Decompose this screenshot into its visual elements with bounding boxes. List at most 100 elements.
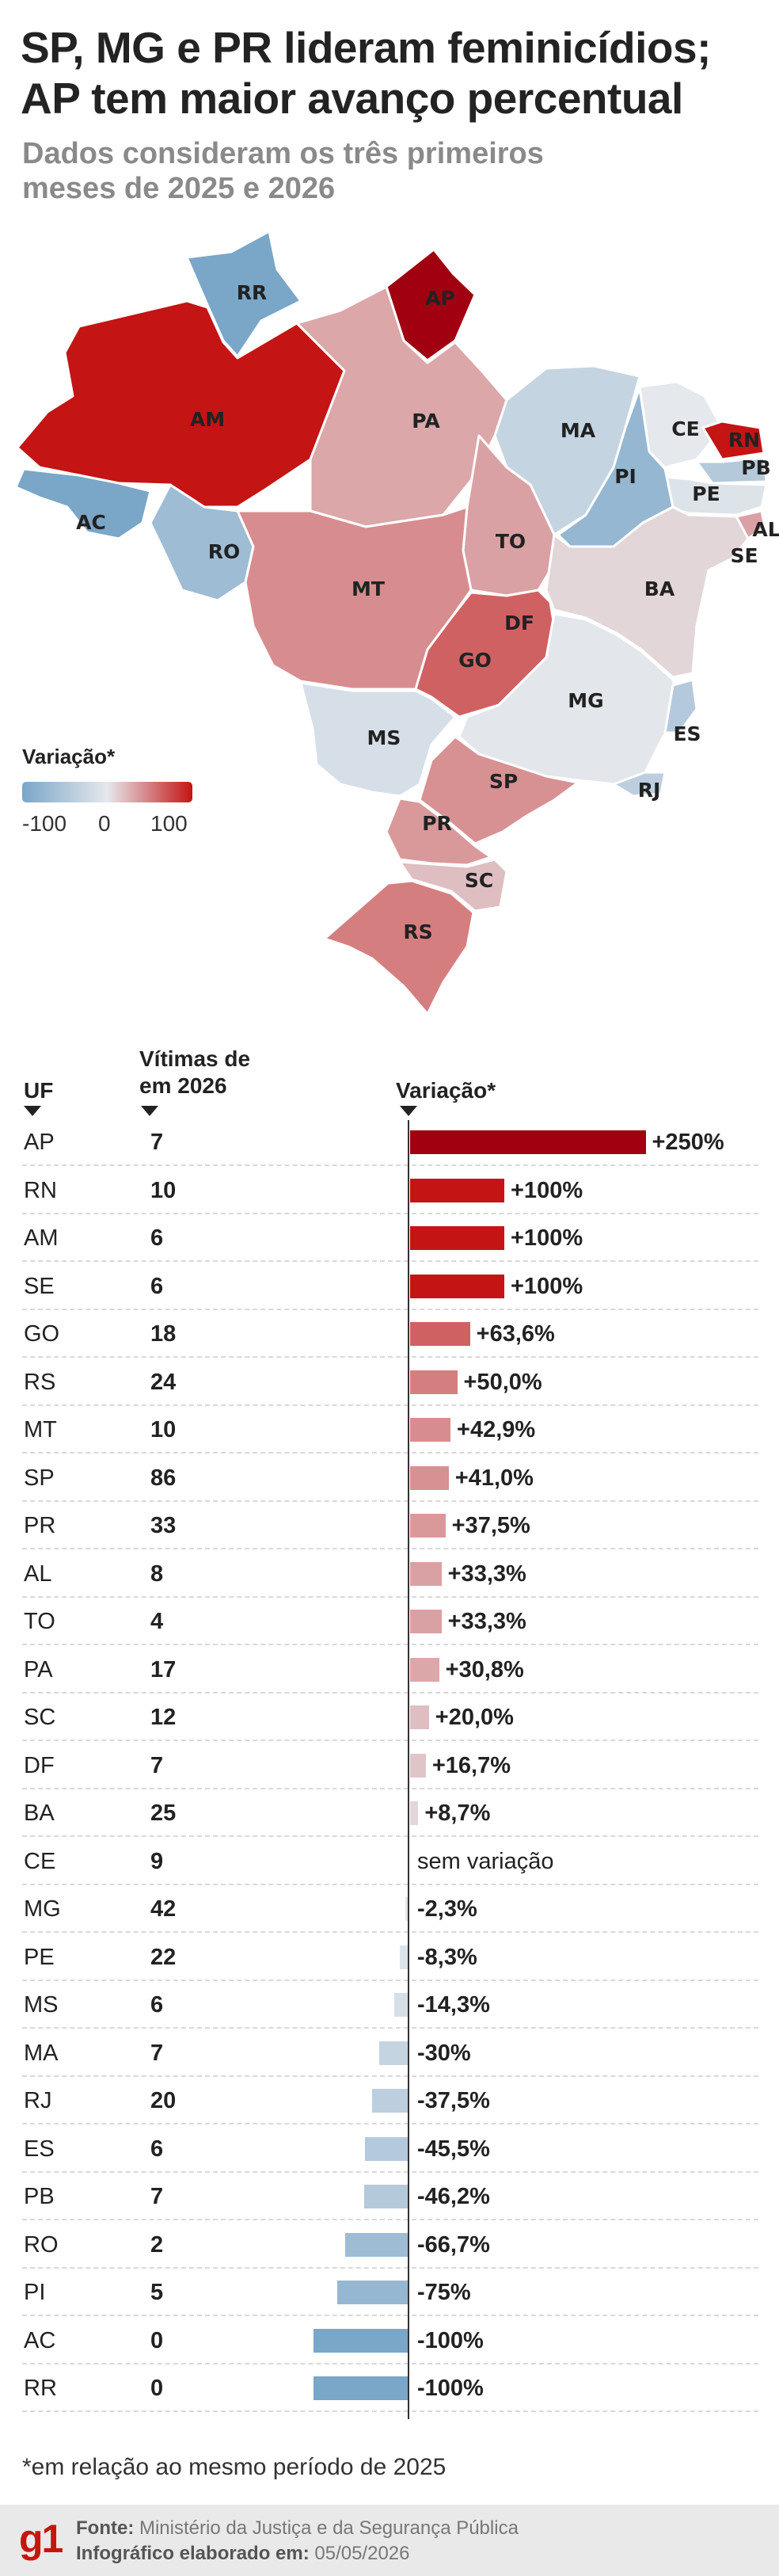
row-separator [22,1212,758,1214]
row-victims: 7 [150,2184,164,2209]
row-uf: AM [24,1225,59,1251]
state-sc [398,858,508,913]
victims-header-line-2: em 2026 [139,1073,227,1098]
row-uf: CE [24,1848,56,1874]
variation-bar [364,2136,408,2161]
table-row: DF 7 +16,7% [0,1743,779,1791]
variation-bar [379,2041,408,2065]
table-row: PB 7 -46,2% [0,2174,779,2222]
variation-bar [344,2232,408,2257]
row-uf: GO [24,1321,60,1347]
table-row: PE 22 -8,3% [0,1935,779,1983]
table-row: AL 8 +33,3% [0,1552,779,1599]
variation-label: -45,5% [417,2136,490,2162]
variation-label: sem variação [417,1848,554,1874]
zero-axis-line [408,1120,409,2419]
variation-label: +8,7% [424,1801,491,1826]
row-uf: PA [24,1656,53,1682]
state-ms [299,681,457,798]
table-row: AP 7 +250% [0,1120,779,1168]
state-label-ap: AP [425,287,455,310]
row-victims: 33 [150,1513,177,1538]
variation-label: +33,3% [447,1560,526,1587]
variation-bar [410,1753,426,1778]
table-row: BA 25 +8,7% [0,1791,779,1839]
variation-label: -30% [417,2040,471,2066]
row-uf: PR [24,1513,56,1538]
row-uf: SC [24,1705,56,1730]
variation-sort-icon [400,1106,417,1116]
row-uf: RR [24,2376,57,2401]
row-uf: MA [24,2040,59,2066]
state-label-ma: MA [560,419,596,442]
variation-bar [314,2328,408,2353]
table-row: MT 10 +42,9% [0,1408,779,1455]
victims-header-line-1: Vítimas de [139,1046,251,1071]
state-label-pi: PI [614,465,636,488]
row-uf: DF [24,1752,55,1778]
state-label-go: GO [458,649,492,672]
variation-label: +250% [652,1130,724,1155]
variation-bar [372,2089,408,2113]
row-separator [22,1931,758,1933]
variation-bar [410,1418,451,1442]
state-label-to: TO [496,530,526,553]
row-uf: SP [24,1465,55,1491]
subtitle-line-1: Dados consideram os três primeiros [22,137,544,170]
state-label-df: DF [504,612,534,634]
state-pr [385,797,492,867]
row-separator [22,1404,758,1406]
victims-column-header: Vítimas de em 2026 [139,1046,250,1099]
row-separator [22,2027,758,2029]
row-separator [22,1260,758,1262]
variation-label: +100% [511,1177,583,1203]
variation-bar [410,1274,504,1298]
variation-label: +33,3% [447,1609,526,1634]
row-separator [22,1499,758,1502]
row-separator [22,2315,758,2316]
state-label-sp: SP [489,770,518,793]
row-separator [22,1548,758,1549]
state-label-sc: SC [465,869,493,892]
row-victims: 7 [150,2040,164,2066]
row-separator [22,2075,758,2077]
variation-label: +16,7% [431,1752,511,1778]
row-victims: 6 [150,1992,164,2018]
row-uf: AC [24,2327,56,2353]
row-separator [22,2362,758,2365]
source-text: Ministério da Justiça e da Segurança Púb… [139,2517,519,2539]
variation-label: +30,8% [445,1656,524,1682]
state-label-se: SE [730,544,758,567]
variation-bar [410,1465,449,1490]
variation-bar [400,1945,408,1969]
legend-title: Variação* [22,745,116,768]
variation-label: +37,5% [451,1513,530,1538]
table-row: MS 6 -14,3% [0,1983,779,2030]
table-row: AM 6 +100% [0,1216,779,1263]
date-text: 05/05/2026 [314,2543,410,2564]
row-uf: RN [24,1177,57,1203]
row-uf: MS [24,1992,59,2018]
table-row: RN 10 +100% [0,1168,779,1216]
row-uf: BA [24,1801,55,1826]
subtitle-line-2: meses de 2025 e 2026 [22,172,336,205]
row-victims: 4 [150,1609,164,1634]
variation-label: +42,9% [457,1417,536,1442]
row-victims: 6 [150,1273,164,1299]
row-separator [22,1164,758,1166]
legend-mid-label: 0 [98,811,111,836]
variation-label: +100% [511,1225,583,1251]
table-row: GO 18 +63,6% [0,1312,779,1359]
row-uf: MG [24,1896,61,1922]
variation-bar [410,1322,470,1346]
state-label-mt: MT [352,577,385,600]
row-victims: 42 [150,1896,177,1922]
date-label: Infográfico elaborado em: [76,2543,310,2564]
table-row: SP 86 +41,0% [0,1456,779,1503]
state-rj [612,771,667,798]
legend-min-label: -100 [22,811,67,836]
state-es [663,678,698,734]
variation-bar [410,1370,458,1394]
row-separator [22,1356,758,1358]
table-row: AC 0 -100% [0,2319,779,2366]
